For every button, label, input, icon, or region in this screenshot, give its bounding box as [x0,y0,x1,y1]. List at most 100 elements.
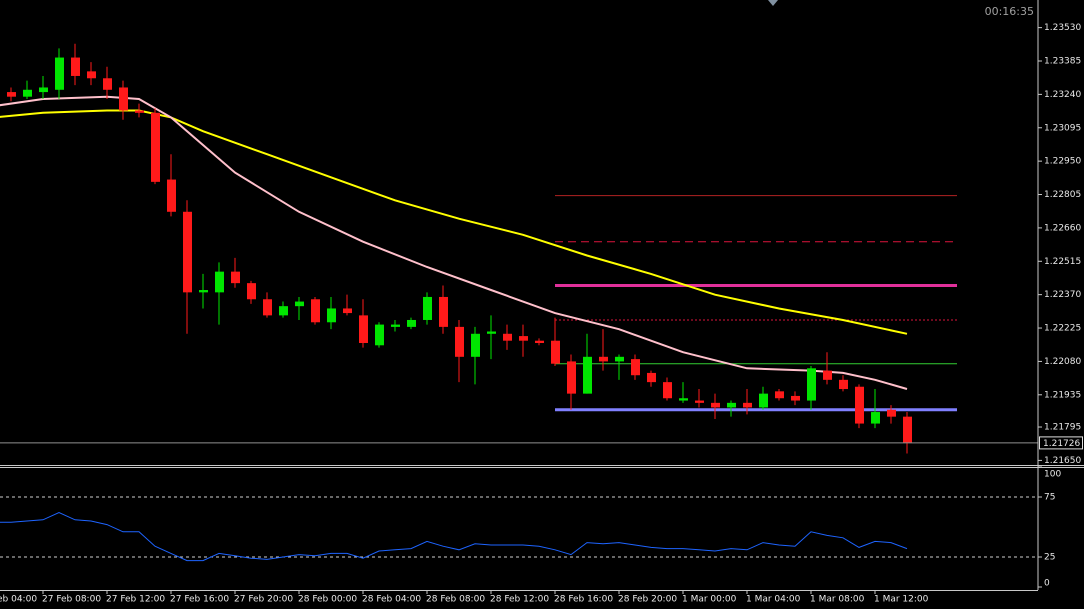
candle-body [263,299,272,316]
price-pane [0,43,1038,454]
shift-marker [768,0,778,6]
time-label: 28 Feb 12:00 [490,595,549,605]
candle-body [423,296,432,320]
candle-body [343,308,352,314]
candle-body [391,324,400,327]
y-tick-label: 0 [1044,579,1050,589]
candle-body [711,402,720,408]
candle-body [903,416,912,443]
y-tick-label: 75 [1044,493,1055,503]
candle-body [615,356,624,362]
candle-body [199,290,208,293]
candle-body [151,112,160,182]
candle-body [807,368,816,401]
y-tick-label: 1.23385 [1044,57,1081,67]
candle-body [103,78,112,90]
candle-body [87,71,96,79]
y-tick-label: 1.21935 [1044,390,1081,400]
time-label: 27 Feb 04:00 [0,595,37,605]
candle-body [839,379,848,390]
candle-body [55,57,64,90]
y-tick-label: 1.22805 [1044,190,1081,200]
candle-body [759,393,768,408]
candle-body [455,326,464,357]
candle-body [519,336,528,341]
candle-body [855,386,864,424]
y-tick-label: 1.22950 [1044,157,1081,167]
candle-body [39,87,48,93]
candle-body [407,319,416,327]
indicator-pane [0,496,1038,562]
y-tick-label: 1.23095 [1044,123,1081,133]
candle-body [215,271,224,293]
candle-body [375,324,384,346]
candle-body [583,356,592,394]
candle-body [503,333,512,341]
y-tick-label: 1.23240 [1044,90,1081,100]
y-tick-label: 1.22225 [1044,324,1081,334]
candle-body [471,333,480,357]
time-label: 1 Mar 04:00 [746,595,801,605]
time-label: 28 Feb 16:00 [554,595,613,605]
time-label: 1 Mar 12:00 [874,595,929,605]
time-label: 27 Feb 12:00 [106,595,165,605]
y-tick-label: 1.22515 [1044,257,1081,267]
candle-body [71,57,80,76]
candle-body [183,211,192,293]
y-tick-label: 1.22660 [1044,223,1081,233]
candle-body [439,296,448,327]
time-label: 1 Mar 00:00 [682,595,737,605]
time-label: 28 Feb 20:00 [618,595,677,605]
y-tick-label: 100 [1044,470,1061,480]
candle-body [311,299,320,323]
candle-body [167,179,176,212]
candle-body [231,271,240,284]
y-tick-label: 1.22080 [1044,357,1081,367]
candle-body [535,340,544,343]
candle-body [631,359,640,376]
candle-body [7,92,16,97]
candle-body [679,398,688,401]
indicator-line [0,512,908,562]
server-clock: 00:16:35 [985,5,1034,18]
candle-body [599,356,608,362]
candle-body [567,361,576,394]
candle-body [551,340,560,364]
candle-body [487,331,496,334]
current-price-label: 1.21726 [1043,439,1080,449]
y-tick-label: 1.22370 [1044,290,1081,300]
moving-average [0,109,908,335]
candle-body [743,402,752,408]
candle-body [775,391,784,399]
time-label: 28 Feb 04:00 [362,595,421,605]
time-label: 1 Mar 08:00 [810,595,865,605]
candle-body [135,110,144,113]
candle-body [295,301,304,307]
candle-body [887,409,896,417]
candle-body [791,395,800,401]
time-label: 27 Feb 16:00 [170,595,229,605]
candle-body [871,412,880,424]
time-label: 28 Feb 08:00 [426,595,485,605]
candle-body [823,370,832,380]
candle-body [695,400,704,403]
candle-body [327,308,336,323]
time-label: 27 Feb 20:00 [234,595,293,605]
candle-body [119,87,128,111]
candle-body [727,402,736,408]
candle-body [279,306,288,316]
time-label: 27 Feb 08:00 [42,595,101,605]
y-tick-label: 1.21795 [1044,423,1081,433]
y-tick-label: 1.23530 [1044,23,1081,33]
time-label: 28 Feb 00:00 [298,595,357,605]
current-price-box [1039,436,1083,450]
candle-body [247,283,256,300]
y-tick-label: 1.21650 [1044,456,1081,466]
candle-body [647,372,656,383]
candle-body [359,315,368,343]
y-tick-label: 25 [1044,553,1055,563]
